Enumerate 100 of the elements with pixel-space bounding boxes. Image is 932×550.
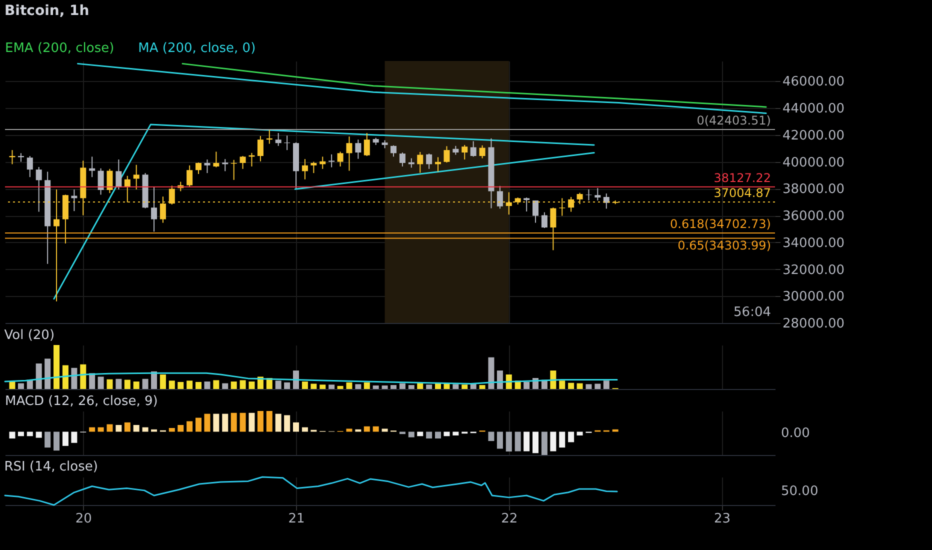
bar — [488, 357, 494, 389]
candlestick — [550, 207, 556, 251]
bar — [550, 370, 556, 389]
candlestick — [284, 135, 290, 151]
bar — [284, 415, 290, 432]
text: 50.00 — [781, 484, 818, 499]
candlestick — [417, 151, 424, 174]
text: 0.00 — [781, 426, 810, 441]
series-label: MA (200, close, 0) — [138, 41, 256, 56]
candlestick — [26, 155, 33, 178]
y-tick-label: 32000.00 — [782, 262, 845, 278]
bar — [142, 378, 148, 389]
bar — [204, 414, 210, 432]
bar — [89, 427, 96, 432]
bar — [444, 432, 450, 436]
bar — [204, 382, 210, 389]
bar — [116, 424, 122, 432]
candlestick — [399, 152, 406, 167]
bar — [586, 384, 592, 389]
bar — [178, 424, 184, 432]
bar — [452, 432, 459, 436]
bar — [71, 368, 78, 389]
ref-line-label: 0(42403.51) — [696, 113, 771, 128]
bar — [603, 380, 610, 389]
bar — [213, 380, 220, 389]
candlestick — [257, 135, 264, 162]
bar — [44, 432, 51, 448]
x-tick-label: 20 — [75, 512, 92, 526]
bar — [328, 384, 335, 389]
candlestick — [470, 140, 476, 158]
candlestick — [302, 158, 308, 180]
x-tick-label: 21 — [288, 512, 305, 526]
candlestick — [337, 151, 344, 167]
candlestick — [133, 164, 140, 190]
bar — [408, 432, 414, 438]
chart-title: MACD (12, 26, close, 9) — [5, 394, 158, 409]
bar — [9, 432, 16, 438]
ref-line-label: 0.65(34303.99) — [678, 238, 771, 252]
bar — [133, 382, 140, 389]
candlestick — [204, 158, 210, 174]
bar — [462, 384, 468, 389]
bar — [408, 385, 414, 389]
bar — [524, 432, 530, 452]
candlestick — [213, 151, 220, 168]
bar — [26, 432, 33, 436]
bar — [382, 428, 388, 432]
bar — [124, 422, 130, 432]
bar — [284, 382, 290, 389]
bar — [364, 382, 370, 389]
bar — [106, 424, 113, 432]
bar — [514, 432, 521, 452]
bar — [142, 427, 148, 432]
bar — [576, 383, 583, 389]
candlestick — [186, 164, 193, 187]
y-tick-label: 36000.00 — [782, 209, 845, 224]
candlestick — [151, 186, 158, 232]
bar — [54, 345, 60, 389]
bar — [44, 358, 51, 389]
ref-line-label: 38127.22 — [714, 170, 771, 185]
candlestick — [541, 212, 548, 229]
text: EMA (200, close) — [5, 41, 114, 56]
candlestick — [594, 188, 601, 201]
bar — [186, 380, 193, 389]
bar — [293, 370, 300, 389]
bar — [160, 374, 166, 389]
bar — [346, 382, 352, 389]
bar — [240, 380, 246, 389]
x-tick-label: 22 — [501, 512, 518, 526]
y-tick-label: 28000.00 — [782, 316, 845, 332]
candlestick — [222, 158, 228, 172]
candlestick — [196, 162, 202, 174]
bar — [116, 378, 122, 389]
candlestick — [98, 168, 104, 196]
bar — [9, 382, 16, 389]
ref-line-label: 0.618(34702.73) — [670, 216, 771, 231]
bar — [479, 385, 486, 389]
bar — [257, 411, 264, 432]
bar — [186, 421, 193, 432]
y-tick-label: 30000.00 — [782, 290, 845, 305]
bar — [36, 363, 42, 389]
candlestick — [89, 156, 96, 178]
bar — [452, 384, 459, 389]
bar — [320, 384, 326, 389]
bar — [399, 432, 406, 434]
y-tick-label: 44000.00 — [782, 102, 845, 117]
bar — [178, 382, 184, 389]
bar — [576, 432, 583, 436]
candlestick — [586, 188, 592, 201]
chart-title: Vol (20) — [4, 328, 55, 343]
candlestick — [426, 153, 432, 170]
candlestick — [390, 144, 397, 158]
bar — [275, 414, 282, 432]
candlestick — [328, 154, 335, 168]
bar — [124, 380, 130, 389]
candlestick — [496, 185, 503, 210]
bar — [435, 432, 442, 438]
bar — [133, 424, 140, 432]
bar — [89, 373, 96, 389]
bar — [230, 412, 237, 432]
candlestick — [116, 158, 122, 190]
